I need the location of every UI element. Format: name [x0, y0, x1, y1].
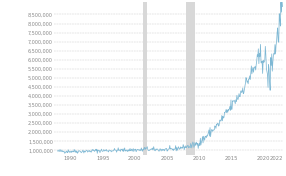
Bar	[186, 2, 196, 155]
Bar	[143, 2, 147, 155]
